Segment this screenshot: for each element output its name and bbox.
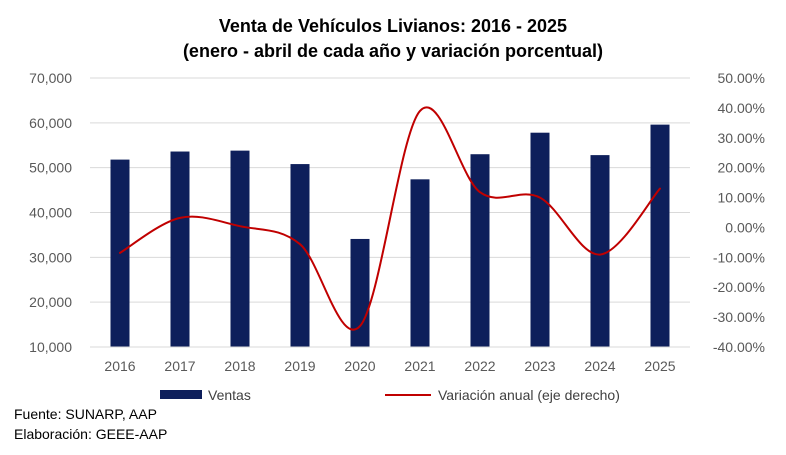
credit-note: Elaboración: GEEE-AAP [14,426,168,442]
x-tick-label: 2021 [404,358,435,374]
right-tick-label: 0.00% [725,219,765,235]
point-variacion [599,253,601,255]
point-variacion [359,325,361,327]
right-tick-label: 30.00% [718,130,765,146]
x-tick-label: 2022 [464,358,495,374]
x-tick-label: 2019 [284,358,315,374]
right-tick-label: -40.00% [713,339,765,355]
source-note: Fuente: SUNARP, AAP [14,406,157,422]
point-variacion [179,217,181,219]
bar-ventas [290,164,310,347]
point-variacion [119,252,121,254]
bar-ventas [470,154,490,347]
right-tick-label: -30.00% [713,309,765,325]
x-tick-label: 2025 [644,358,675,374]
right-tick-label: 40.00% [718,100,765,116]
bar-ventas [350,238,370,347]
right-tick-label: -10.00% [713,249,765,265]
left-tick-label: 50,000 [29,160,72,176]
chart-subtitle: (enero - abril de cada año y variación p… [183,41,603,61]
left-tick-label: 10,000 [29,339,72,355]
bar-ventas [170,151,190,347]
bar-ventas [230,150,250,347]
x-axis: 2016 2017 2018 2019 2020 2021 2022 2023 2024 2025 [90,346,690,374]
chart-title: Venta de Vehículos Livianos: 2016 - 2025 [219,16,567,36]
point-variacion [299,243,301,245]
x-tick-label: 2017 [164,358,195,374]
x-tick-label: 2023 [524,358,555,374]
left-tick-label: 60,000 [29,115,72,131]
gridlines [90,77,690,303]
left-tick-label: 20,000 [29,294,72,310]
line-variacion [119,106,661,331]
right-axis: -40.00% -30.00% -20.00% -10.00% 0.00% 10.00% 2… [713,70,765,355]
right-tick-label: 20.00% [718,160,765,176]
bar-ventas [530,132,550,347]
legend-swatch-ventas [160,390,202,399]
bars-series [110,124,670,347]
point-variacion [419,110,421,112]
bar-ventas [650,124,670,347]
right-tick-label: 50.00% [718,70,765,86]
x-tick-label: 2024 [584,358,615,374]
legend-label-variacion: Variación anual (eje derecho) [438,387,620,403]
variation-line-series [119,106,661,331]
x-tick-label: 2020 [344,358,375,374]
point-variacion [659,187,661,189]
x-tick-label: 2016 [104,358,135,374]
left-tick-label: 40,000 [29,205,72,221]
left-axis: 10,000 20,000 30,000 40,000 50,000 60,000 70,0… [29,70,72,355]
bar-ventas [410,179,430,347]
x-tick-label: 2018 [224,358,255,374]
bar-ventas [590,155,610,347]
legend: Ventas Variación anual (eje derecho) [160,387,620,403]
point-variacion [479,191,481,193]
point-variacion [239,225,241,227]
point-variacion [539,196,541,198]
right-tick-label: -20.00% [713,279,765,295]
right-tick-label: 10.00% [718,190,765,206]
legend-label-ventas: Ventas [208,387,251,403]
left-tick-label: 70,000 [29,70,72,86]
left-tick-label: 30,000 [29,249,72,265]
